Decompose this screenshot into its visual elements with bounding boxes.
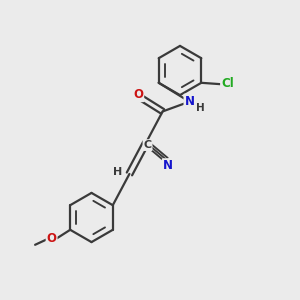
Text: N: N — [184, 94, 194, 108]
Text: N: N — [163, 159, 173, 172]
Text: C: C — [143, 140, 152, 150]
Text: H: H — [113, 167, 123, 177]
Text: O: O — [133, 88, 143, 101]
Text: Cl: Cl — [221, 77, 234, 90]
Text: O: O — [46, 232, 57, 245]
Text: H: H — [196, 103, 205, 113]
